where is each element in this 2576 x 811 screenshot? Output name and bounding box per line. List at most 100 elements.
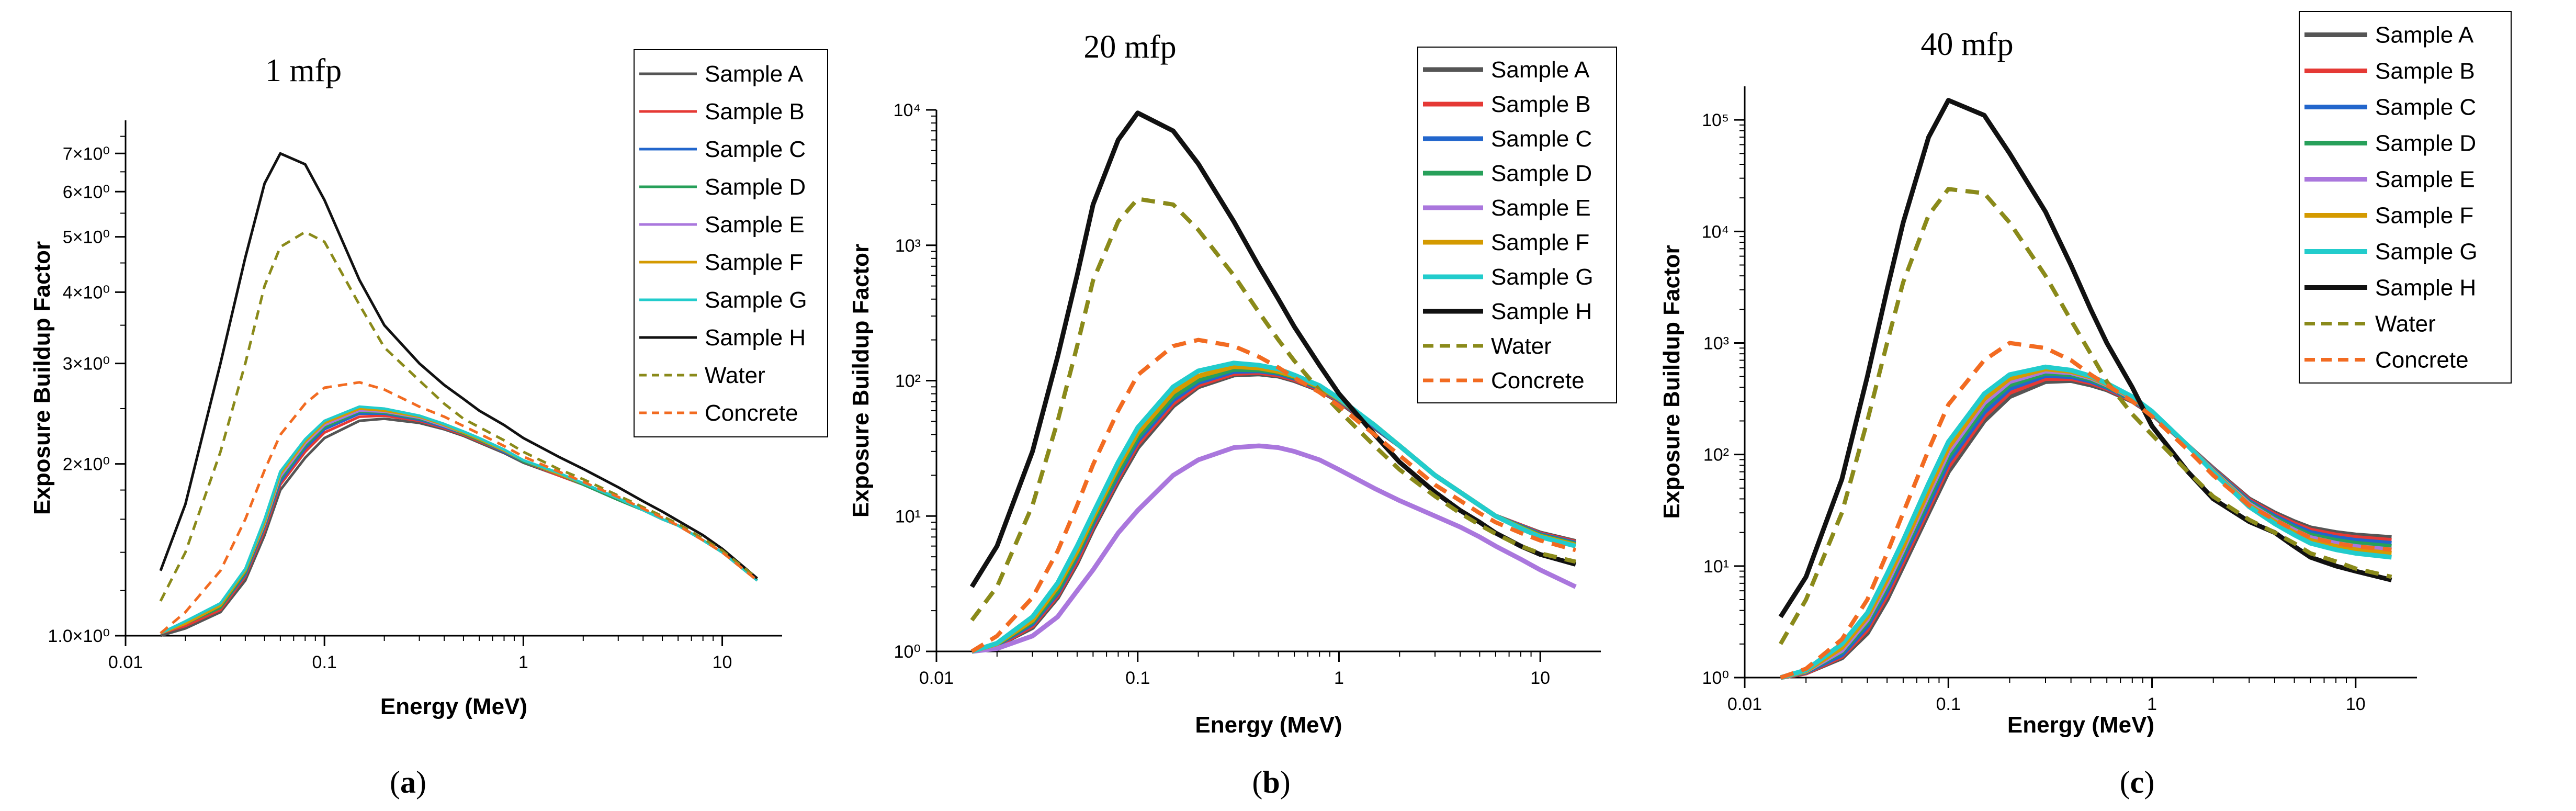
- legend-label-sample-a: Sample A: [2375, 22, 2474, 48]
- y-tick-label: 10²: [1703, 445, 1729, 465]
- x-tick-label: 0.1: [312, 652, 337, 672]
- y-tick-label: 10¹: [1703, 557, 1729, 577]
- x-tick-label: 10: [713, 652, 732, 672]
- legend-label-sample-f: Sample F: [1491, 230, 1589, 255]
- series-line-water: [970, 197, 1576, 622]
- legend-label-sample-e: Sample E: [705, 212, 805, 238]
- series-line-sample-g: [160, 405, 759, 635]
- y-tick-label: 6×10⁰: [63, 182, 110, 202]
- y-tick-label: 10³: [895, 236, 921, 256]
- legend-label-sample-b: Sample B: [2375, 59, 2475, 84]
- legend-label-sample-d: Sample D: [705, 174, 806, 200]
- legend-label-sample-c: Sample C: [2375, 95, 2476, 120]
- legend-label-concrete: Concrete: [2375, 347, 2469, 373]
- series-line-sample-b: [160, 414, 759, 635]
- series-line-water: [159, 230, 759, 602]
- x-tick-label: 10: [1530, 668, 1550, 688]
- panel-a-chart: 1 mfp 0.01 0.1 1 10 1.0×10⁰ 2×10⁰ 3×10⁰ 4×10⁰ 5×1…: [29, 49, 828, 799]
- legend-label-sample-a: Sample A: [705, 61, 804, 87]
- x-tick-label: 1: [518, 652, 528, 672]
- y-tick-label: 10³: [1703, 334, 1729, 354]
- legend-label-water: Water: [2375, 311, 2436, 337]
- legend-label-concrete: Concrete: [1491, 368, 1585, 393]
- legend-label-water: Water: [1491, 333, 1552, 359]
- y-tick-label: 7×10⁰: [63, 144, 110, 164]
- x-tick-label: 0.1: [1936, 694, 1961, 714]
- x-tick-label: 0.01: [1727, 694, 1762, 714]
- series-line-water: [1779, 187, 2392, 645]
- legend-box: [634, 49, 828, 437]
- legend-label-sample-g: Sample G: [2375, 239, 2478, 265]
- caption-open-paren: (: [2120, 765, 2130, 799]
- series-line-concrete: [1780, 341, 2392, 680]
- legend: Sample A Sample B Sample C Sample D Sample E…: [1417, 47, 1617, 403]
- legend-label-sample-c: Sample C: [705, 137, 806, 162]
- series-lines: [969, 110, 1577, 654]
- y-tick-label: 10⁴: [894, 100, 921, 120]
- panel-a-caption: (a): [390, 765, 426, 799]
- series-line-concrete: [160, 381, 759, 635]
- panel-b-chart: 20 mfp 0.01 0.1 1 10 10⁰ 10¹ 10² 10³ 10⁴ Energy (M…: [848, 29, 1617, 799]
- caption-open-paren: (: [390, 765, 400, 799]
- legend-label-sample-h: Sample H: [705, 325, 806, 351]
- legend-label-sample-d: Sample D: [1491, 161, 1592, 186]
- y-tick-label: 1.0×10⁰: [48, 626, 110, 646]
- y-axis-label: Exposure Buildup Factor: [848, 244, 874, 517]
- legend-label-sample-e: Sample E: [2375, 167, 2475, 193]
- y-tick-label: 5×10⁰: [63, 228, 110, 247]
- x-tick-label: 0.01: [919, 668, 954, 688]
- x-axis-label: Energy (MeV): [2007, 712, 2154, 738]
- y-axis-label: Exposure Buildup Factor: [29, 241, 55, 515]
- y-tick-label: 10⁰: [894, 642, 921, 662]
- series-line-sample-c: [1780, 373, 2392, 680]
- series-line-sample-c: [160, 412, 759, 635]
- y-tick-label: 2×10⁰: [63, 455, 110, 475]
- legend-label-sample-g: Sample G: [705, 287, 807, 313]
- series-lines: [159, 152, 759, 637]
- series-line-sample-e: [971, 443, 1577, 654]
- caption-letter: c: [2130, 765, 2144, 799]
- series-lines: [1778, 98, 2392, 680]
- panel-b-title: 20 mfp: [1083, 29, 1176, 65]
- legend-label-sample-h: Sample H: [2375, 275, 2476, 301]
- series-line-sample-h: [159, 152, 759, 580]
- y-tick-label: 10¹: [895, 506, 921, 526]
- x-tick-label: 0.1: [1125, 668, 1150, 688]
- legend-label-sample-c: Sample C: [1491, 126, 1592, 152]
- legend-label-sample-e: Sample E: [1491, 195, 1591, 221]
- caption-open-paren: (: [1252, 765, 1262, 799]
- legend-label-sample-f: Sample F: [705, 250, 803, 275]
- panel-c-title: 40 mfp: [1920, 27, 2013, 62]
- series-line-concrete: [970, 337, 1576, 654]
- x-tick-label: 10: [2346, 694, 2366, 714]
- y-axis-label: Exposure Buildup Factor: [1659, 245, 1685, 519]
- legend-label-sample-b: Sample B: [1491, 92, 1591, 117]
- caption-close-paren: ): [2144, 765, 2154, 799]
- caption-letter: a: [400, 765, 416, 799]
- legend-label-water: Water: [705, 363, 765, 388]
- legend: Sample A Sample B Sample C Sample D Sample E…: [634, 49, 828, 437]
- x-tick-label: 1: [1334, 668, 1344, 688]
- legend-label-sample-d: Sample D: [2375, 131, 2476, 156]
- y-tick-label: 3×10⁰: [63, 354, 110, 374]
- x-tick-label: 1: [2147, 694, 2157, 714]
- caption-letter: b: [1262, 765, 1280, 799]
- y-tick-label: 4×10⁰: [63, 283, 110, 302]
- series-line-sample-a: [160, 417, 759, 637]
- y-tick-label: 10²: [895, 371, 921, 391]
- legend-label-sample-h: Sample H: [1491, 299, 1592, 324]
- legend-label-sample-a: Sample A: [1491, 57, 1590, 83]
- y-tick-label: 10⁴: [1702, 222, 1729, 242]
- panel-c-chart: 40 mfp 0.01 0.1 1 10 10⁰ 10¹ 10² 10³ 10⁴ 10⁵ Energy…: [1659, 11, 2512, 799]
- caption-close-paren: ): [416, 765, 426, 799]
- series-line-sample-h: [1778, 98, 2392, 618]
- legend-label-concrete: Concrete: [705, 400, 798, 426]
- panel-a-title: 1 mfp: [265, 53, 342, 88]
- y-tick-label: 10⁰: [1702, 668, 1729, 688]
- series-line-sample-h: [969, 110, 1577, 588]
- panel-b-caption: (b): [1252, 765, 1290, 799]
- legend-box: [2299, 11, 2512, 384]
- legend-label-sample-f: Sample F: [2375, 203, 2473, 229]
- x-tick-label: 0.01: [108, 652, 143, 672]
